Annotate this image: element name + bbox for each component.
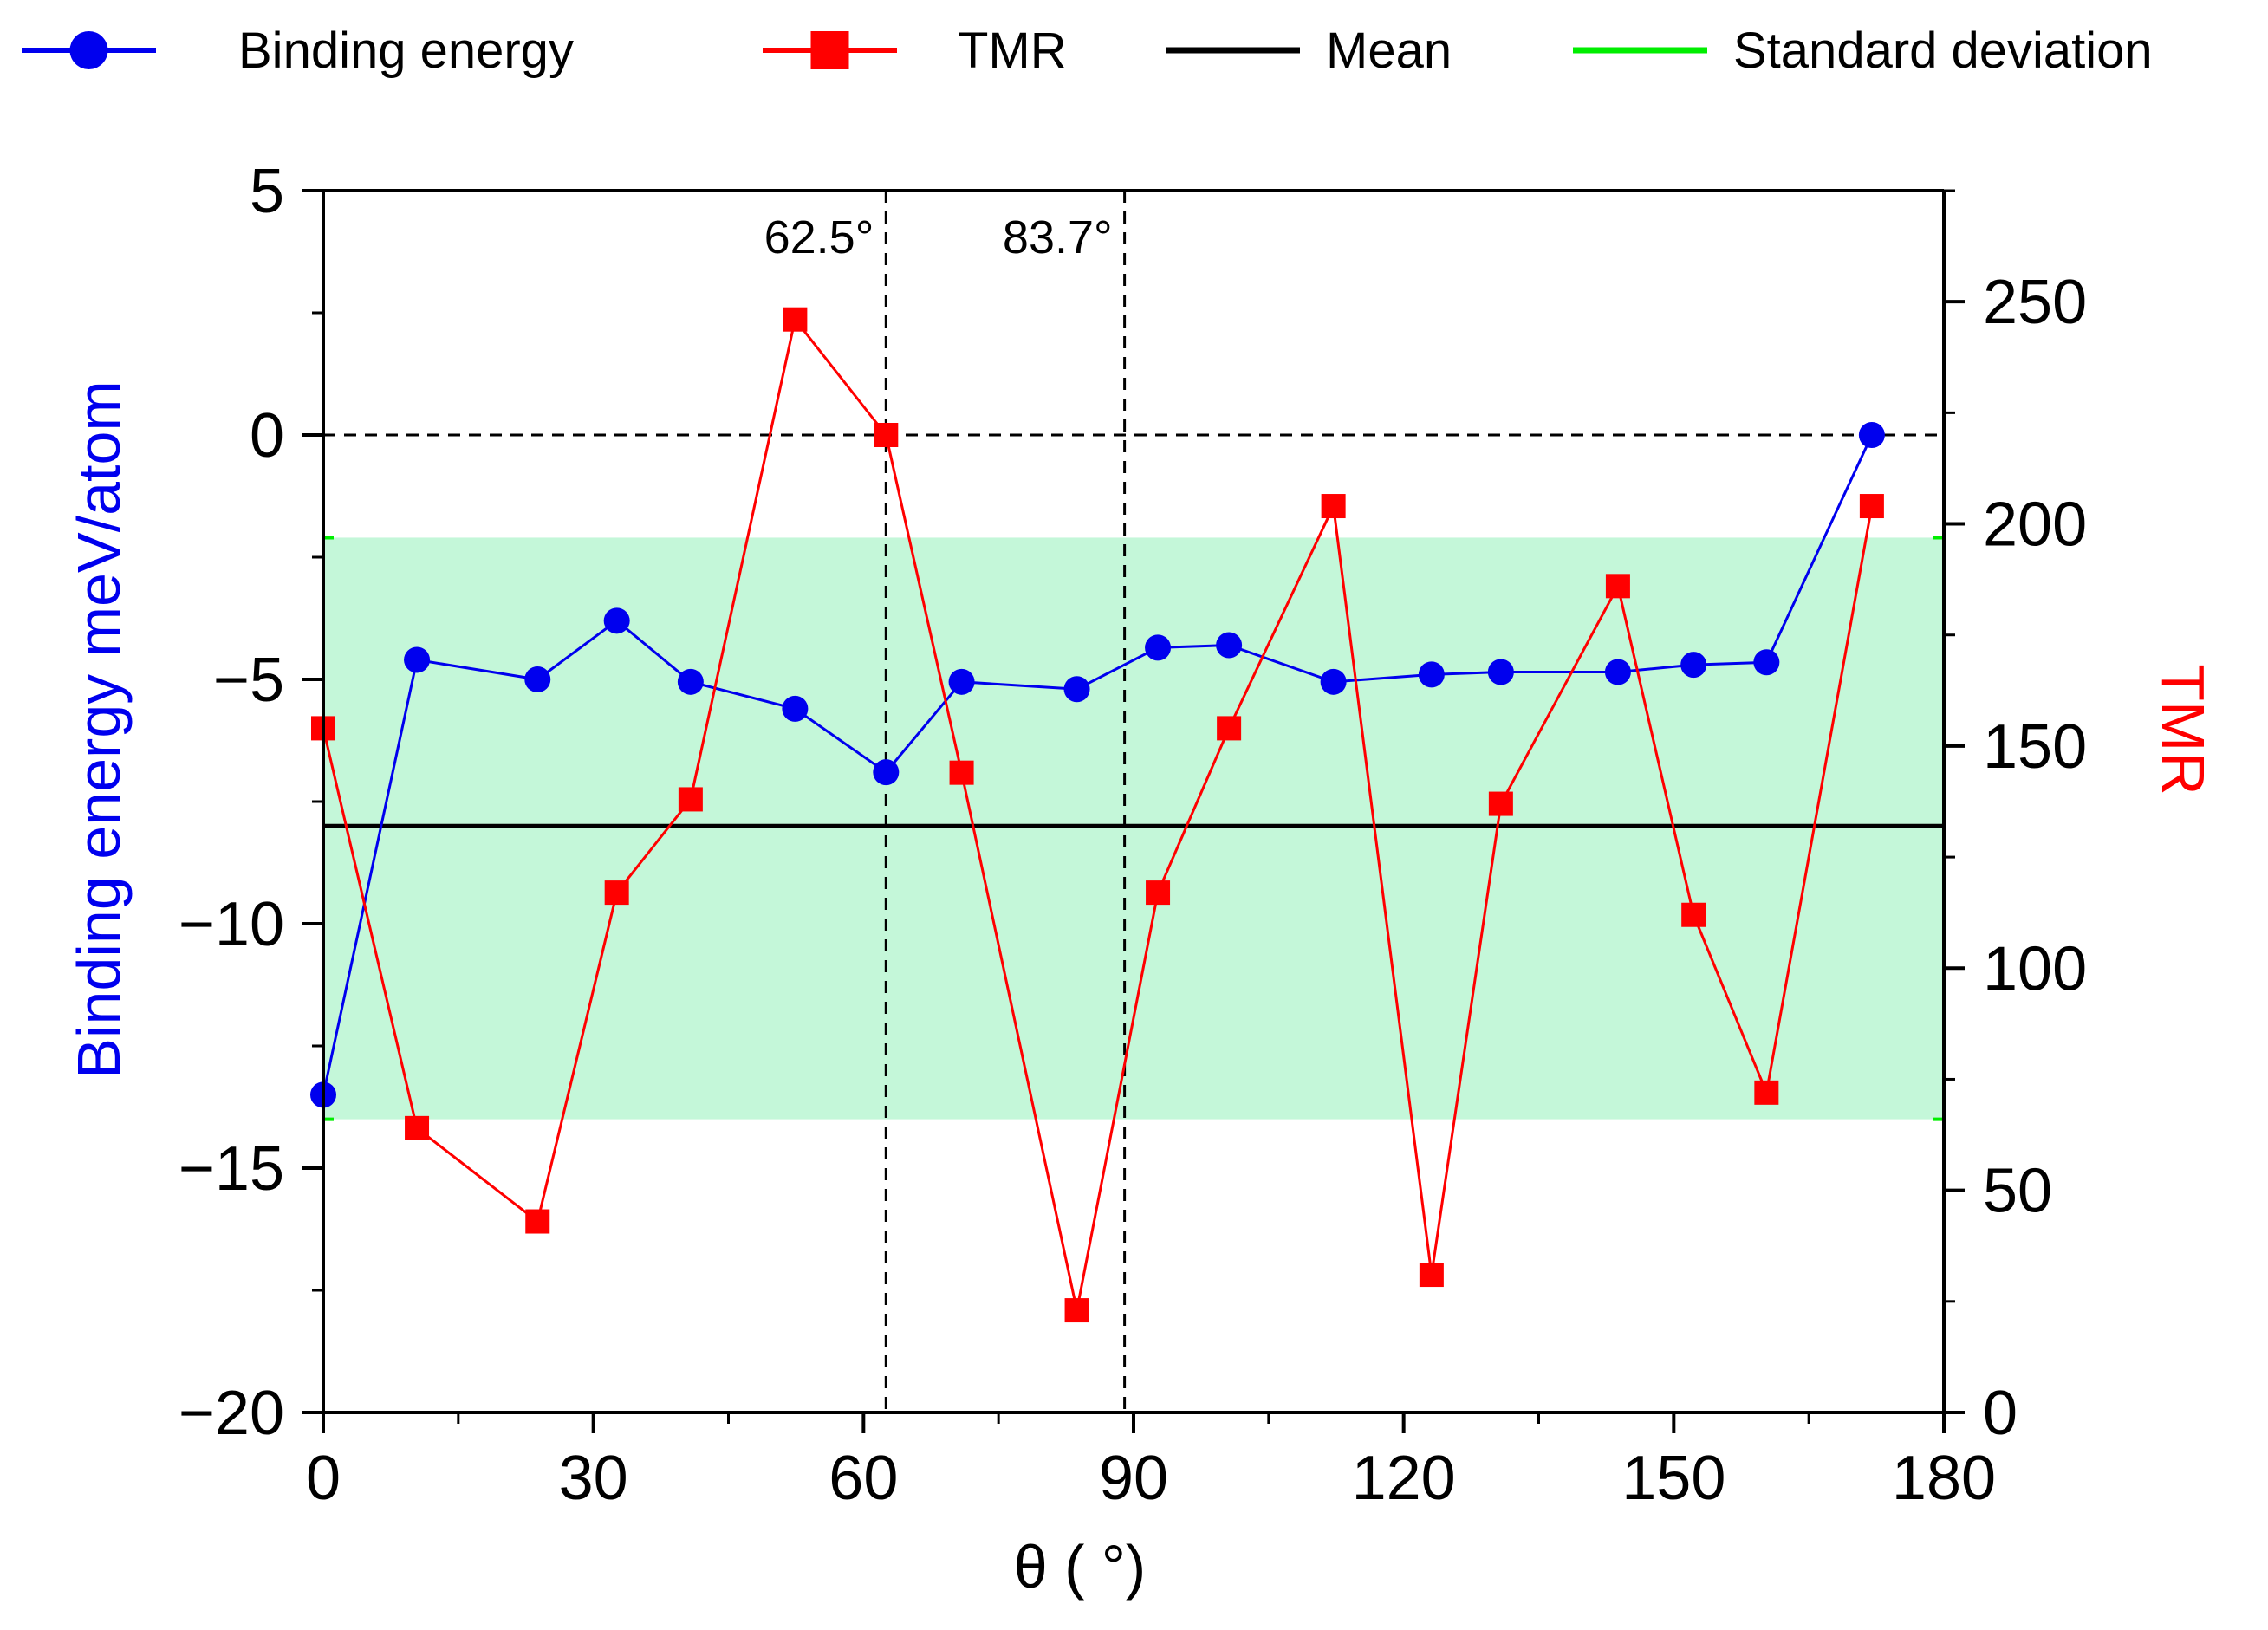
tmr-point bbox=[604, 880, 629, 906]
legend: Binding energy TMR Mean Standard deviation bbox=[22, 23, 2153, 79]
y2-tick-label: 100 bbox=[1983, 934, 2087, 1003]
binding-energy-point bbox=[524, 666, 551, 692]
tmr-point bbox=[1859, 494, 1884, 519]
x-tick-label: 30 bbox=[559, 1444, 628, 1513]
legend-binding-energy-label: Binding energy bbox=[238, 23, 574, 79]
binding-energy-point bbox=[1753, 649, 1780, 676]
x-tick-label: 150 bbox=[1621, 1444, 1725, 1513]
vline-labels: 62.5° 83.7° bbox=[764, 211, 1113, 263]
reference-lines bbox=[323, 191, 1944, 1412]
binding-energy-point bbox=[873, 759, 900, 786]
binding-energy-point bbox=[1216, 632, 1243, 659]
tmr-point bbox=[949, 760, 974, 785]
binding-energy-point bbox=[1487, 659, 1514, 685]
tmr-point bbox=[1064, 1298, 1089, 1323]
y1-tick-label: 0 bbox=[250, 401, 284, 471]
y1-tick-label: 5 bbox=[250, 157, 284, 226]
binding-energy-point bbox=[1063, 676, 1090, 703]
binding-energy-point bbox=[782, 695, 809, 722]
tmr-point bbox=[1681, 902, 1706, 927]
y1-tick-label: −10 bbox=[179, 890, 284, 959]
legend-tmr-label: TMR bbox=[958, 23, 1067, 79]
binding-energy-point bbox=[948, 668, 975, 695]
legend-binding-energy-marker bbox=[69, 31, 108, 69]
tmr-point bbox=[1217, 716, 1242, 741]
y2-axis-label: TMR bbox=[2149, 664, 2217, 796]
binding-energy-point bbox=[1418, 661, 1445, 688]
y2-tick-label: 250 bbox=[1983, 268, 2087, 337]
series-layer bbox=[310, 307, 1885, 1323]
binding-energy-point bbox=[404, 646, 431, 673]
y2-tick-label: 200 bbox=[1983, 490, 2087, 560]
tmr-point bbox=[1605, 574, 1630, 599]
y2-tick-label: 0 bbox=[1983, 1379, 2018, 1448]
axes bbox=[302, 189, 1965, 1433]
legend-tmr-marker bbox=[810, 31, 849, 69]
vline-label-2: 83.7° bbox=[1003, 211, 1113, 263]
binding-energy-point bbox=[1680, 652, 1707, 679]
vline-label-1: 62.5° bbox=[764, 211, 874, 263]
y1-tick-label: −5 bbox=[213, 646, 284, 715]
tmr-line bbox=[322, 316, 1874, 1311]
std-band bbox=[323, 537, 1944, 1120]
binding-energy-point bbox=[1604, 659, 1631, 685]
x-tick-label: 60 bbox=[829, 1444, 898, 1513]
binding-energy-point bbox=[1145, 634, 1172, 661]
tmr-point bbox=[783, 307, 808, 332]
legend-mean-label: Mean bbox=[1326, 23, 1452, 79]
y1-tick-label: −15 bbox=[179, 1134, 284, 1204]
tmr-point bbox=[525, 1209, 550, 1234]
y1-axis-label: Binding energy meV/atom bbox=[65, 380, 133, 1078]
tmr-point bbox=[1488, 791, 1513, 816]
tmr-point bbox=[405, 1115, 430, 1140]
binding-energy-point bbox=[677, 668, 704, 695]
x-tick-label: 180 bbox=[1892, 1444, 1996, 1513]
y1-tick-label: −20 bbox=[179, 1379, 284, 1448]
binding-energy-point bbox=[603, 607, 630, 634]
tmr-point bbox=[1419, 1263, 1444, 1288]
binding-energy-point bbox=[1320, 668, 1347, 695]
x-axis-label: θ ( °) bbox=[1014, 1533, 1146, 1601]
tmr-point bbox=[1146, 880, 1171, 906]
x-tick-label: 90 bbox=[1099, 1444, 1168, 1513]
tmr-point bbox=[874, 423, 899, 447]
tmr-point bbox=[678, 787, 703, 812]
y2-tick-label: 50 bbox=[1983, 1157, 2052, 1226]
binding-energy-point bbox=[1858, 422, 1885, 448]
x-tick-label: 0 bbox=[306, 1444, 341, 1513]
y2-tick-label: 150 bbox=[1983, 712, 2087, 782]
legend-standard-deviation-label: Standard deviation bbox=[1733, 23, 2153, 79]
x-tick-label: 120 bbox=[1352, 1444, 1456, 1513]
tmr-point bbox=[1321, 494, 1346, 519]
tmr-point bbox=[1754, 1080, 1779, 1105]
std-band-layer bbox=[322, 536, 1946, 1121]
tick-labels: 0 30 60 90 120 150 180−20−15−10−50505010015020… bbox=[179, 157, 2087, 1513]
